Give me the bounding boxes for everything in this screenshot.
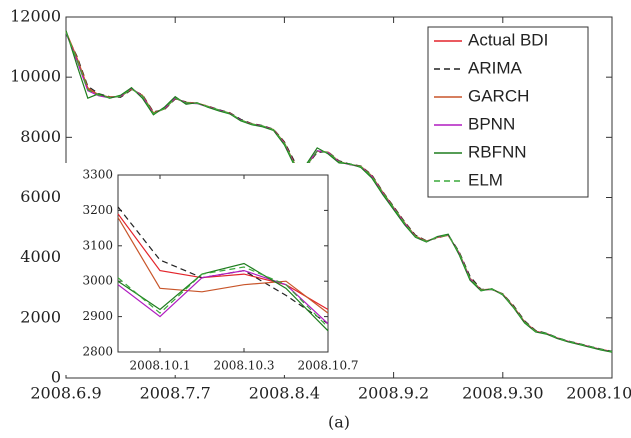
x-tick-label: 2008.7.7	[140, 384, 211, 403]
x-tick-label: 2008.6.9	[30, 384, 101, 403]
x-tick-label: 2008.10.28	[566, 384, 631, 403]
y-tick-label: 2800	[82, 345, 113, 359]
x-tick-label: 2008.10.1	[129, 359, 190, 373]
y-tick-label: 10000	[10, 67, 61, 86]
y-tick-label: 0	[51, 368, 61, 387]
legend-label: ARIMA	[468, 58, 523, 77]
x-tick-label: 2008.10.7	[297, 359, 358, 373]
caption: (a)	[328, 413, 350, 432]
y-tick-label: 8000	[20, 127, 61, 146]
y-tick-label: 3300	[82, 168, 113, 182]
y-tick-label: 3100	[82, 238, 113, 252]
y-tick-label: 6000	[20, 187, 61, 206]
series-line	[117, 269, 329, 325]
legend-label: ELM	[468, 170, 503, 189]
series-line	[117, 262, 329, 332]
legend-label: GARCH	[468, 86, 529, 105]
legend-label: BPNN	[468, 114, 515, 133]
x-tick-label: 2008.9.2	[358, 384, 429, 403]
x-tick-label: 2008.10.3	[213, 359, 274, 373]
y-tick-label: 3000	[82, 274, 113, 288]
inset-background	[62, 163, 334, 375]
axes-box	[117, 174, 329, 353]
legend-label: RBFNN	[468, 142, 527, 161]
series-line	[65, 32, 613, 353]
y-tick-label: 4000	[20, 247, 61, 266]
x-tick-label: 2008.9.30	[462, 384, 543, 403]
y-tick-label: 2000	[20, 307, 61, 326]
legend-label: Actual BDI	[468, 30, 548, 49]
y-tick-label: 3200	[82, 203, 113, 217]
series-line	[117, 266, 329, 328]
series-line	[117, 217, 329, 314]
series-line	[117, 213, 329, 311]
x-tick-label: 2008.8.4	[249, 384, 320, 403]
y-tick-label: 2900	[82, 309, 113, 323]
y-tick-label: 12000	[10, 7, 61, 26]
legend-box	[427, 26, 589, 198]
